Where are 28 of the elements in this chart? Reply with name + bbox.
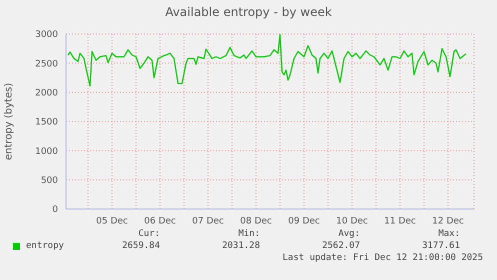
- chart-title: Available entropy - by week: [164, 5, 333, 19]
- legend-label: entropy: [26, 241, 64, 251]
- y-tick-label: 1000: [35, 146, 58, 157]
- y-tick-label: 2500: [35, 59, 58, 70]
- y-tick-label: 3000: [35, 30, 58, 40]
- x-tick-label: 07 Dec: [192, 216, 224, 226]
- y-tick-label: 2000: [35, 88, 58, 99]
- text: Min:: [238, 229, 260, 239]
- text: Last update: Fri Dec 12 21:00:00 2025: [282, 253, 483, 263]
- y-axis-title: entropy (bytes): [4, 82, 15, 160]
- x-tick-label: 06 Dec: [144, 216, 176, 226]
- x-tick-label: 10 Dec: [336, 216, 368, 226]
- y-tick-label: 500: [40, 176, 58, 186]
- y-tick-label: 0: [52, 205, 58, 216]
- line-series: [67, 34, 467, 87]
- x-tick-label: 12 Dec: [432, 216, 464, 226]
- text: Avg:: [338, 229, 360, 239]
- text: 3177.61: [422, 241, 460, 251]
- x-tick-label: 05 Dec: [96, 216, 128, 226]
- text: 2659.84: [122, 241, 160, 251]
- text: Cur:: [138, 229, 160, 239]
- text: 2031.28: [222, 241, 260, 251]
- x-tick-label: 09 Dec: [288, 216, 320, 226]
- text: Max:: [438, 229, 460, 239]
- x-tick-label: 08 Dec: [240, 216, 272, 226]
- text: 2562.07: [322, 241, 360, 251]
- y-tick-label: 1500: [35, 118, 58, 128]
- x-tick-label: 11 Dec: [384, 216, 416, 226]
